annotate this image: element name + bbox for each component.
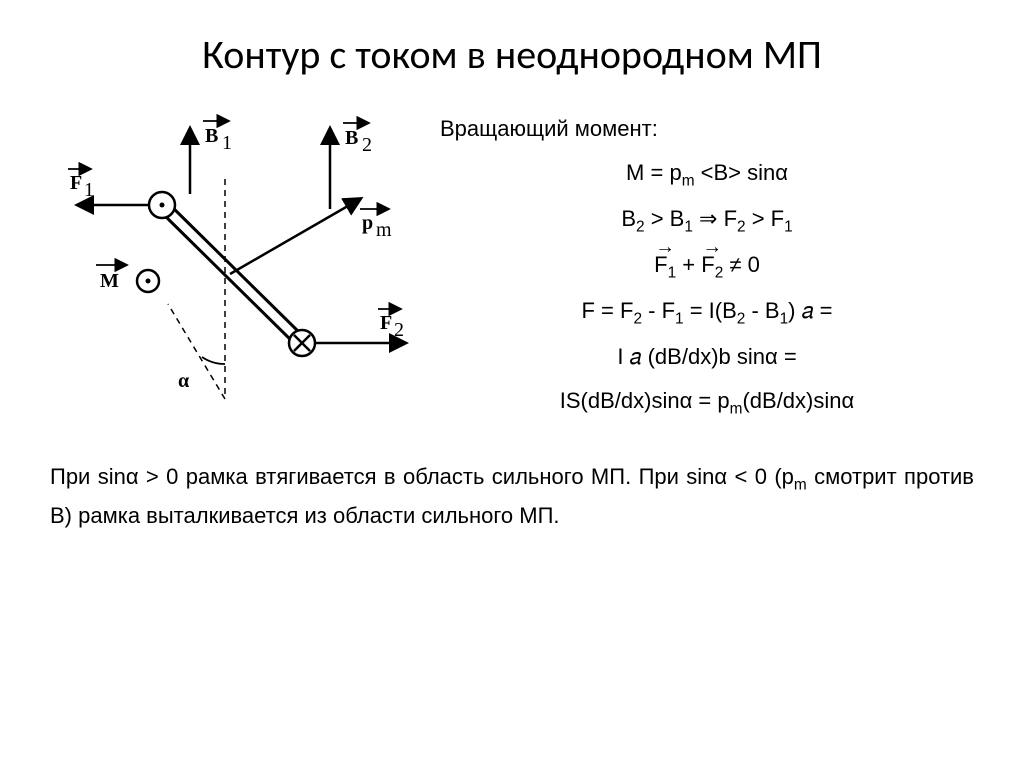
- eq-line-3: → F1 + → F2 ≠ 0: [440, 245, 974, 287]
- svg-text:M: M: [100, 270, 119, 292]
- svg-text:p: p: [362, 212, 373, 234]
- svg-text:m: m: [376, 219, 392, 241]
- svg-text:α: α: [178, 370, 189, 392]
- svg-text:F: F: [70, 172, 82, 194]
- eq-line-5: I 𝑎 (dB/dx)b sinα =: [440, 337, 974, 377]
- svg-text:2: 2: [362, 134, 372, 156]
- content-row: B 1 B 2 F 1 F 2 p m M: [50, 109, 974, 429]
- svg-text:1: 1: [222, 132, 232, 154]
- physics-diagram: B 1 B 2 F 1 F 2 p m M: [50, 109, 430, 429]
- eq-line-1: M = pm <B> sinα: [440, 153, 974, 195]
- svg-text:1: 1: [84, 179, 94, 201]
- svg-text:F: F: [380, 312, 392, 334]
- eq-label: Вращающий момент:: [440, 109, 974, 149]
- svg-text:B: B: [345, 127, 358, 149]
- slide-title: Контур с током в неоднородном МП: [50, 30, 974, 79]
- eq-line-4: F = F2 - F1 = I(B2 - B1) 𝑎 =: [440, 291, 974, 333]
- equations-block: Вращающий момент: M = pm <B> sinα B2 > B…: [440, 109, 974, 427]
- svg-text:2: 2: [394, 319, 404, 341]
- footer-paragraph: При sinα > 0 рамка втягивается в область…: [50, 459, 974, 534]
- svg-text:B: B: [205, 125, 218, 147]
- eq-line-6: IS(dB/dx)sinα = pm(dB/dx)sinα: [440, 381, 974, 423]
